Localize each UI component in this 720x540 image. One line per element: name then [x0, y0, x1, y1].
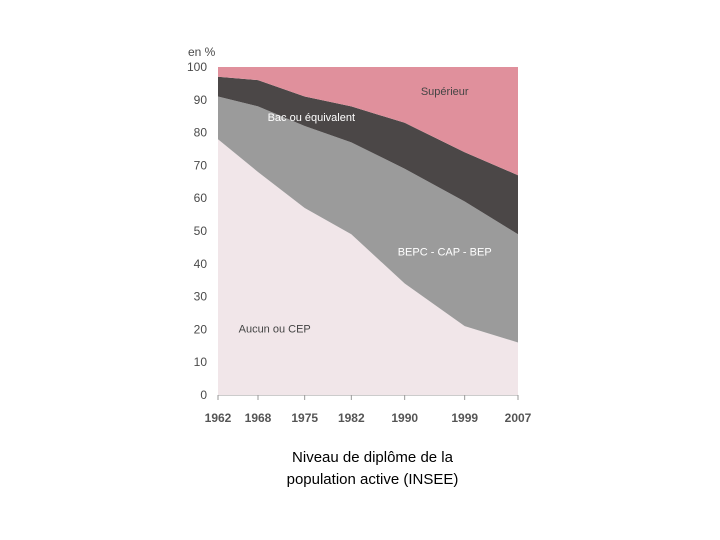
y-axis-unit-label: en % — [188, 45, 216, 59]
x-tick-label: 1982 — [338, 411, 365, 425]
x-tick-label: 2007 — [505, 411, 532, 425]
x-axis: 1962 1968 1975 1982 1990 1999 2007 — [205, 395, 532, 425]
x-tick-label: 1990 — [391, 411, 418, 425]
x-tick-label: 1975 — [291, 411, 318, 425]
chart-areas — [218, 67, 518, 395]
series-label-aucun-ou-cep: Aucun ou CEP — [239, 324, 311, 336]
area-bac-ou-quivalent — [218, 76, 518, 235]
y-tick-label: 20 — [194, 322, 208, 336]
area-bepc-cap-bep — [218, 96, 518, 343]
area-aucun-ou-cep — [218, 139, 518, 395]
y-tick-label: 90 — [194, 93, 208, 107]
y-tick-label: 70 — [194, 158, 208, 172]
stacked-area-chart: en % 0 10 20 30 40 50 60 70 80 90 100 1962 1968 1975… — [187, 45, 532, 425]
y-tick-label: 50 — [194, 224, 208, 238]
y-tick-label: 40 — [194, 257, 208, 271]
caption-line-2: population active (INSEE) — [286, 471, 459, 488]
series-label-bac-ou-quivalent: Bac ou équivalent — [268, 112, 355, 124]
area-sup-rieur — [218, 67, 518, 176]
y-tick-label: 80 — [194, 126, 208, 140]
x-tick-label: 1968 — [245, 411, 272, 425]
y-tick-label: 0 — [200, 388, 207, 402]
series-labels: Aucun ou CEP BEPC - CAP - BEP Bac ou équiv… — [239, 86, 492, 336]
y-tick-label: 10 — [194, 355, 208, 369]
x-tick-label: 1999 — [451, 411, 478, 425]
y-tick-label: 30 — [194, 290, 208, 304]
caption-line-1: Niveau de diplôme de la — [292, 449, 453, 466]
series-label-bepc-cap-bep: BEPC - CAP - BEP — [398, 247, 492, 259]
y-tick-label: 100 — [187, 60, 207, 74]
series-label-sup-rieur: Supérieur — [421, 86, 469, 98]
y-axis: en % 0 10 20 30 40 50 60 70 80 90 100 — [187, 45, 216, 402]
x-tick-label: 1962 — [205, 411, 232, 425]
y-tick-label: 60 — [194, 191, 208, 205]
chart-caption: Niveau de diplôme de la population activ… — [230, 447, 515, 491]
